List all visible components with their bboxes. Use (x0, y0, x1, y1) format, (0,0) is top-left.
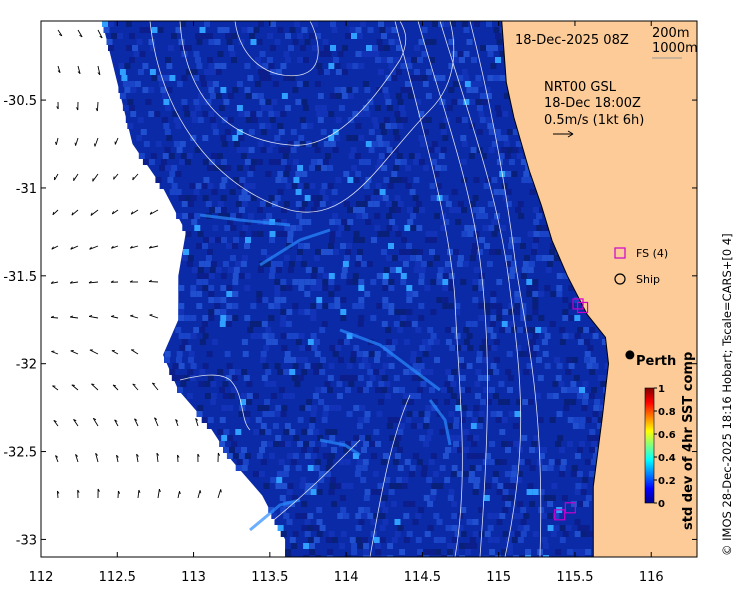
credit-label: © IMOS 28-Dec-2025 18:16 Hobart; Tscale=… (720, 233, 734, 556)
model-time-label: 18-Dec 18:00Z (544, 96, 641, 111)
timestamp-label: 18-Dec-2025 08Z (515, 33, 629, 48)
x-tick-label: 112 (29, 570, 54, 585)
y-tick-label: -31 (16, 182, 37, 197)
y-tick-label: -33 (16, 533, 37, 548)
colorbar-title: std dev of 4hr SST comp (681, 352, 696, 530)
model-name-label: NRT00 GSL (544, 80, 617, 95)
y-tick-label: -30.5 (3, 94, 37, 109)
y-tick-label: -31.5 (3, 270, 37, 285)
perth-marker (625, 350, 634, 359)
fs-legend-label: FS (4) (636, 247, 668, 260)
colorbar-tick-label: 0 (658, 499, 665, 510)
x-tick-label: 116 (639, 570, 664, 585)
perth-label: Perth (636, 354, 676, 369)
colorbar-tick-label: 0.6 (658, 430, 676, 441)
x-tick-label: 113.5 (251, 570, 288, 585)
x-tick-label: 112.5 (99, 570, 136, 585)
x-tick-label: 115.5 (556, 570, 593, 585)
colorbar-tick-label: 0.4 (658, 453, 676, 464)
isobath-1000-label: 1000m (652, 41, 698, 56)
colorbar-tick-label: 1 (658, 384, 665, 395)
velocity-scale-label: 0.5m/s (1kt 6h) (544, 113, 644, 128)
x-tick-label: 113 (181, 570, 206, 585)
x-tick-label: 114 (334, 570, 359, 585)
colorbar-tick-label: 0.8 (658, 407, 676, 418)
y-tick-label: -32 (16, 358, 37, 373)
ship-legend-label: Ship (636, 273, 660, 286)
x-tick-label: 115 (486, 570, 511, 585)
x-tick-label: 114.5 (404, 570, 441, 585)
y-tick-label: -32.5 (3, 446, 37, 461)
isobath-200-label: 200m (652, 26, 689, 41)
colorbar-tick-label: 0.2 (658, 476, 676, 487)
colorbar (645, 388, 654, 503)
